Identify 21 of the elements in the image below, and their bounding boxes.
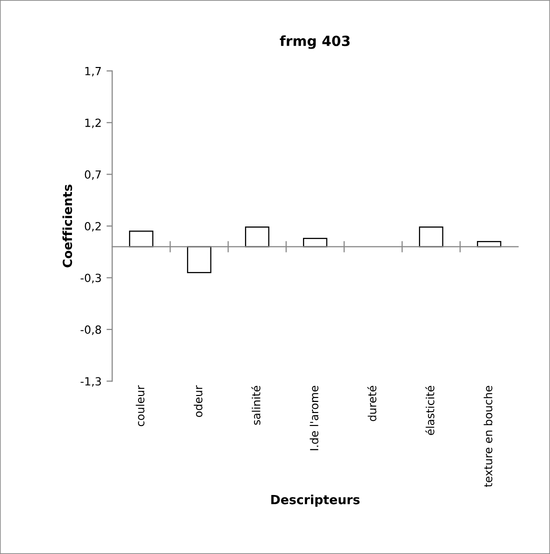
x-tick-label: texture en bouche: [484, 386, 492, 487]
bar: [245, 226, 270, 248]
x-tick-label: I.de l'arome: [310, 386, 318, 450]
y-tick-label: -1,3: [80, 377, 101, 387]
chart-title: frmg 403: [280, 35, 350, 49]
y-tick-label: -0,8: [80, 325, 102, 335]
y-axis-title: Coefficients: [62, 184, 72, 268]
x-axis-title: Descripteurs: [271, 494, 360, 507]
x-tick-label: odeur: [194, 385, 202, 417]
x-tick-label: salinité: [251, 386, 260, 425]
y-tick-label: 1,2: [85, 118, 101, 128]
x-tick-label: élasticité: [425, 386, 434, 436]
y-tick-label: 0,7: [84, 170, 101, 180]
x-tick-label: dureté: [367, 386, 376, 422]
x-tick-label: couleur: [136, 385, 144, 426]
y-tick-label: -0,3: [80, 274, 101, 284]
bar: [418, 226, 444, 248]
bar: [187, 246, 212, 274]
y-tick-label: 1,7: [85, 67, 101, 76]
y-tick-label: 0,2: [84, 222, 101, 232]
bar: [129, 230, 154, 248]
